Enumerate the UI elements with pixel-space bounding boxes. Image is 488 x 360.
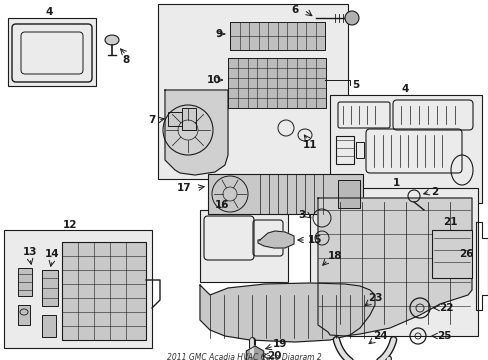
Bar (329, 95, 481, 203)
Polygon shape (246, 346, 263, 360)
Text: 25: 25 (436, 331, 450, 341)
Bar (18, 268, 32, 296)
Text: 15: 15 (307, 235, 322, 245)
Text: 12: 12 (62, 220, 77, 230)
Text: 6: 6 (291, 5, 298, 15)
Text: 2: 2 (430, 187, 438, 197)
Bar (431, 230, 471, 278)
Polygon shape (258, 231, 293, 248)
Bar (229, 22, 325, 50)
Text: 16: 16 (214, 200, 229, 210)
Text: 9: 9 (215, 29, 222, 39)
Polygon shape (164, 90, 227, 175)
Ellipse shape (345, 11, 358, 25)
Text: 2011 GMC Acadia HVAC Case Diagram 2: 2011 GMC Acadia HVAC Case Diagram 2 (166, 354, 321, 360)
Bar (182, 108, 196, 130)
Text: 11: 11 (302, 140, 317, 150)
Bar (4, 230, 152, 348)
Ellipse shape (105, 35, 119, 45)
Text: 1: 1 (391, 178, 399, 188)
Bar (42, 315, 56, 337)
Text: 23: 23 (367, 293, 382, 303)
Text: 24: 24 (372, 331, 386, 341)
Text: 3: 3 (298, 210, 305, 220)
Text: 14: 14 (44, 249, 59, 259)
Bar (42, 270, 58, 306)
Polygon shape (317, 198, 471, 336)
Text: 17: 17 (176, 183, 191, 193)
Text: 4: 4 (401, 84, 408, 94)
Bar (62, 242, 146, 340)
Bar (200, 210, 287, 282)
Text: 7: 7 (148, 115, 155, 125)
Text: 8: 8 (122, 55, 129, 65)
Bar (335, 136, 353, 164)
Polygon shape (200, 283, 374, 342)
Text: 13: 13 (23, 247, 37, 257)
Bar (337, 180, 359, 208)
Text: 4: 4 (45, 7, 53, 17)
Bar (8, 18, 96, 86)
Text: 5: 5 (352, 80, 359, 90)
Text: 26: 26 (458, 249, 472, 259)
Bar (355, 142, 363, 158)
Bar (309, 188, 477, 336)
Text: 20: 20 (266, 351, 281, 360)
Bar (207, 174, 362, 214)
Text: 18: 18 (327, 251, 342, 261)
Text: 21: 21 (442, 217, 456, 227)
Bar (158, 4, 347, 179)
Text: 19: 19 (272, 339, 286, 349)
Bar (168, 112, 190, 126)
Text: 22: 22 (438, 303, 452, 313)
Bar (18, 305, 30, 325)
Text: 10: 10 (206, 75, 221, 85)
Bar (227, 58, 325, 108)
